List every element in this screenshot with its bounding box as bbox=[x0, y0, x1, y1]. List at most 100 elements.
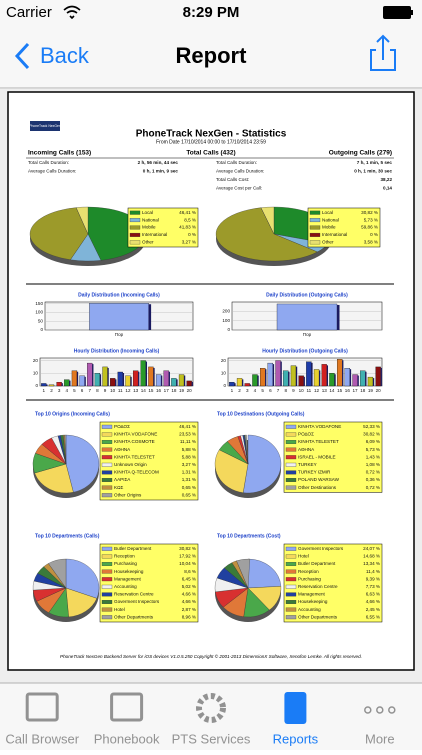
stat-value: 7 h, 1 min, 5 sec bbox=[357, 160, 393, 165]
legend-value: 24,07 % bbox=[363, 546, 380, 551]
bar bbox=[376, 367, 381, 386]
x-tick-label: 19 bbox=[368, 388, 374, 393]
bar-side bbox=[250, 384, 251, 386]
tab-label: Reports bbox=[273, 731, 319, 746]
legend-name: Management bbox=[114, 576, 142, 581]
legend-name: Local bbox=[142, 210, 153, 215]
bar bbox=[187, 381, 192, 386]
chart-title: Daily Distribution (Outgoing Calls) bbox=[266, 292, 348, 298]
bar-side bbox=[146, 362, 147, 386]
x-tick-label: 12 bbox=[314, 388, 320, 393]
legend-swatch bbox=[102, 547, 112, 551]
x-tick-label: 1 bbox=[43, 388, 46, 393]
bar-side bbox=[108, 368, 109, 386]
bar bbox=[337, 359, 342, 386]
stat-value: 0 h, 1 min, 30 sec bbox=[354, 169, 392, 174]
battery bbox=[383, 6, 411, 19]
legend-value: 6,45 % bbox=[182, 576, 196, 581]
x-tick-label: 3 bbox=[246, 388, 249, 393]
legend-name: Reception bbox=[114, 554, 135, 559]
bar-side bbox=[334, 374, 335, 386]
legend-swatch bbox=[102, 463, 112, 467]
legend-value: 5,88 % bbox=[182, 454, 196, 459]
legend-swatch bbox=[286, 585, 296, 589]
bar bbox=[41, 383, 46, 386]
legend-swatch bbox=[310, 241, 320, 245]
back-button[interactable]: Back bbox=[40, 43, 90, 68]
stat-label: Average Calls Duration: bbox=[28, 169, 76, 174]
legend-swatch bbox=[102, 493, 112, 497]
legend-swatch bbox=[102, 486, 112, 490]
x-tick-label: 2 bbox=[238, 388, 241, 393]
legend-swatch bbox=[102, 471, 112, 475]
bar-side bbox=[115, 379, 116, 386]
legend-name: ΡΟΔΟΣ bbox=[298, 432, 314, 437]
x-tick-label: 7 bbox=[277, 388, 280, 393]
y-tick-label: 100 bbox=[222, 318, 230, 323]
legend-name: ΚΙΝΗΤΑ TELESTET bbox=[298, 439, 339, 444]
legend-value: 11,4 % bbox=[366, 569, 380, 574]
total-header: Total Calls (432) bbox=[186, 150, 235, 157]
legend-value: 46,41 % bbox=[179, 210, 196, 215]
legend-name: National bbox=[142, 217, 159, 222]
legend-swatch bbox=[310, 218, 320, 222]
legend-swatch bbox=[130, 218, 140, 222]
chart-title: Hourly Distribution (Outgoing Calls) bbox=[262, 348, 348, 354]
legend-swatch bbox=[130, 226, 140, 230]
legend-name: Other Destinations bbox=[298, 485, 337, 490]
bar-side bbox=[77, 372, 78, 386]
bar bbox=[125, 376, 130, 386]
legend-swatch bbox=[102, 570, 112, 574]
legend-swatch bbox=[286, 425, 296, 429]
legend-value: 0,65 % bbox=[182, 485, 196, 490]
bar bbox=[133, 371, 138, 386]
y-tick-label: 200 bbox=[222, 309, 230, 314]
x-tick-label: 16 bbox=[156, 388, 162, 393]
y-tick-label: 150 bbox=[35, 301, 43, 306]
legend-swatch bbox=[286, 486, 296, 490]
tab-icon bbox=[284, 692, 306, 724]
bar bbox=[72, 371, 77, 386]
x-tick-label: 20 bbox=[376, 388, 382, 393]
x-tick-label: 9 bbox=[104, 388, 107, 393]
legend-value: 3,27 % bbox=[182, 462, 196, 467]
bar-side bbox=[46, 384, 47, 386]
bar bbox=[89, 303, 148, 330]
legend-value: 1,08 % bbox=[366, 462, 380, 467]
bar-side bbox=[192, 382, 193, 386]
legend-name: ΚΩΣ bbox=[114, 485, 123, 490]
x-tick-label: 17 bbox=[352, 388, 358, 393]
legend-swatch bbox=[286, 600, 296, 604]
y-tick-label: 0 bbox=[223, 383, 226, 388]
bar bbox=[64, 380, 69, 386]
chart-title: Top 10 Departments (Calls) bbox=[35, 533, 100, 539]
bar bbox=[237, 378, 242, 386]
legend-name: Other bbox=[142, 240, 154, 245]
bar bbox=[368, 377, 373, 386]
legend-swatch bbox=[130, 233, 140, 237]
bar bbox=[283, 371, 288, 386]
bar-side bbox=[85, 377, 86, 386]
legend-name: ΚΙΝΗΤΑ TELESTET bbox=[114, 454, 155, 459]
legend-name: ΑΘΗΝΑ bbox=[298, 447, 315, 452]
bar bbox=[252, 375, 257, 386]
legend-name: Reservation Centre bbox=[114, 592, 154, 597]
bar-side bbox=[273, 364, 274, 386]
stat-label: Total Calls Cost: bbox=[216, 177, 249, 182]
bar-side bbox=[281, 362, 282, 386]
legend-swatch bbox=[310, 211, 320, 215]
legend-value: 5,88 % bbox=[182, 447, 196, 452]
bar bbox=[95, 373, 100, 386]
bar bbox=[322, 364, 327, 386]
x-tick-label: 6 bbox=[269, 388, 272, 393]
legend-name: ΚΙΝΗΤΑ VODAFONE bbox=[114, 432, 157, 437]
legend-swatch bbox=[310, 233, 320, 237]
legend-value: 4,66 % bbox=[366, 599, 380, 604]
legend-value: 10,04 % bbox=[179, 561, 196, 566]
bar-side bbox=[123, 373, 124, 386]
x-tick-label: Пор bbox=[303, 332, 312, 337]
x-tick-label: 14 bbox=[329, 388, 335, 393]
tab-label: Phonebook bbox=[94, 731, 160, 746]
date-range: From Date 17/10/2014 00:00 to 17/10/2014… bbox=[156, 139, 266, 145]
